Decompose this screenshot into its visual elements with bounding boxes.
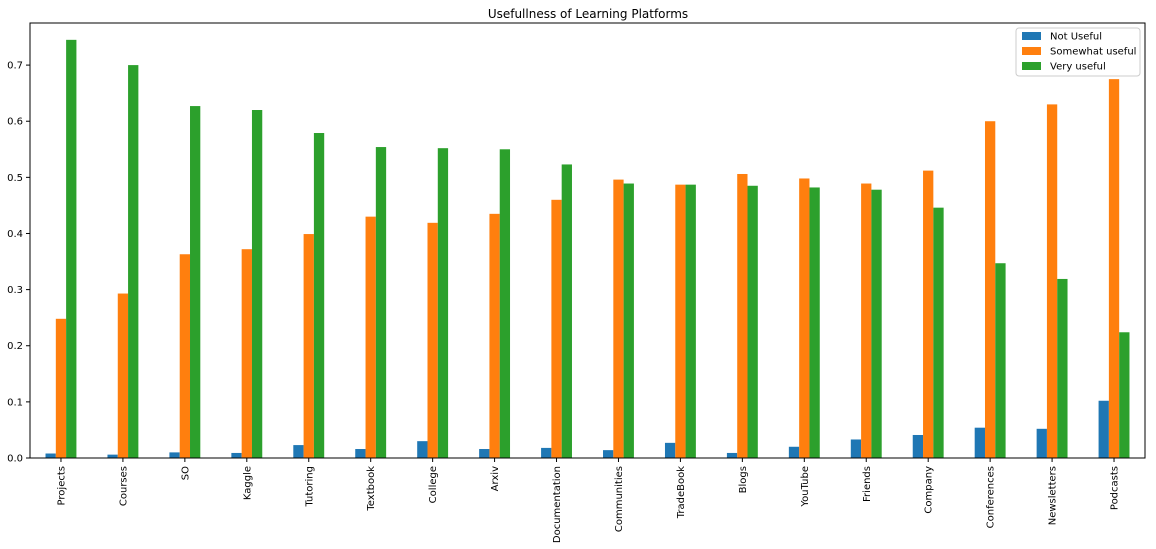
bar-not-useful-documentation — [541, 447, 552, 458]
legend-label: Somewhat useful — [1050, 47, 1136, 58]
bar-very-useful-textbook — [375, 147, 387, 459]
y-tick-label: 0.7 — [7, 61, 23, 72]
bar-very-useful-conferences — [995, 263, 1006, 458]
x-tick-label: Documentation — [552, 466, 563, 543]
bar-very-useful-youtube — [809, 187, 820, 458]
bar-not-useful-communities — [603, 450, 614, 458]
y-tick-label: 0.4 — [7, 229, 23, 240]
bar-very-useful-projects — [66, 39, 77, 459]
bar-somewhat-useful-friends — [861, 183, 872, 458]
bar-not-useful-college — [417, 441, 428, 458]
bar-somewhat-useful-youtube — [799, 178, 810, 459]
x-tick-label: Podcasts — [1110, 466, 1121, 510]
bar-very-useful-podcasts — [1119, 332, 1130, 458]
x-tick-label: Communities — [614, 466, 625, 532]
bar-somewhat-useful-so — [179, 254, 191, 458]
bar-not-useful-friends — [850, 439, 862, 458]
x-axis: Projects Courses SO Kaggle Tutoring Textbook C… — [56, 458, 1121, 543]
bar-not-useful-tradebook — [664, 442, 676, 458]
bar-not-useful-so — [169, 452, 180, 458]
x-tick-label: College — [428, 466, 439, 503]
legend-label: Very useful — [1050, 62, 1106, 73]
bar-somewhat-useful-college — [427, 222, 438, 458]
bar-somewhat-useful-arxiv — [489, 213, 500, 458]
legend-swatch — [1022, 47, 1041, 55]
bar-not-useful-youtube — [788, 446, 800, 458]
plot-frame — [29, 22, 1146, 459]
bar-very-useful-blogs — [747, 185, 758, 458]
bar-somewhat-useful-blogs — [737, 173, 748, 459]
bar-not-useful-tutoring — [293, 445, 304, 458]
bar-very-useful-kaggle — [251, 110, 263, 458]
bar-not-useful-kaggle — [231, 452, 242, 458]
bar-not-useful-projects — [45, 453, 56, 458]
bar-somewhat-useful-communities — [613, 179, 624, 458]
y-tick-label: 0.6 — [7, 117, 23, 128]
y-tick-label: 0.0 — [7, 454, 23, 465]
bar-somewhat-useful-tutoring — [303, 234, 314, 458]
x-tick-label: Company — [924, 466, 935, 514]
chart-title: Usefullness of Learning Platforms — [488, 7, 688, 21]
x-tick-label: Projects — [56, 466, 67, 505]
y-tick-label: 0.5 — [7, 173, 23, 184]
bar-very-useful-newsletters — [1057, 278, 1068, 458]
bar-very-useful-communities — [623, 183, 634, 458]
x-tick-label: SO — [180, 466, 191, 480]
bar-somewhat-useful-projects — [55, 318, 67, 458]
bar-somewhat-useful-tradebook — [675, 184, 686, 458]
x-tick-label: TradeBook — [676, 466, 687, 519]
x-tick-label: Textbook — [366, 466, 377, 512]
bar-very-useful-documentation — [561, 164, 572, 458]
bar-somewhat-useful-courses — [117, 293, 129, 458]
x-tick-label: YouTube — [800, 466, 811, 508]
bar-not-useful-company — [912, 434, 924, 458]
bar-very-useful-tutoring — [313, 133, 325, 458]
bar-somewhat-useful-company — [923, 170, 934, 458]
legend-box — [1015, 27, 1141, 77]
bar-somewhat-useful-textbook — [365, 216, 376, 458]
bar-somewhat-useful-documentation — [551, 199, 562, 458]
bars-layer — [45, 39, 1130, 459]
bar-not-useful-blogs — [726, 452, 738, 458]
bar-somewhat-useful-newsletters — [1046, 104, 1058, 458]
bar-not-useful-courses — [107, 454, 118, 458]
bar-not-useful-conferences — [974, 427, 985, 458]
y-tick-label: 0.2 — [7, 341, 23, 352]
bar-very-useful-courses — [128, 65, 139, 458]
y-axis: 0.0 0.1 0.2 0.3 0.4 0.5 0.6 0.7 — [7, 61, 30, 465]
x-tick-label: Arxiv — [490, 466, 501, 491]
x-tick-label: Conferences — [986, 466, 997, 528]
bar-very-useful-friends — [871, 189, 882, 458]
bar-not-useful-arxiv — [479, 449, 490, 458]
x-tick-label: Kaggle — [242, 466, 253, 500]
bar-not-useful-podcasts — [1098, 400, 1109, 458]
x-tick-label: Courses — [118, 466, 129, 506]
legend-swatch — [1022, 32, 1041, 40]
bar-not-useful-textbook — [355, 449, 366, 458]
bar-very-useful-so — [190, 106, 201, 458]
bar-very-useful-arxiv — [499, 149, 511, 459]
x-tick-label: Newsletters — [1048, 466, 1059, 525]
x-tick-label: Friends — [862, 466, 873, 502]
bar-very-useful-college — [437, 148, 449, 459]
legend-label: Not Useful — [1050, 32, 1102, 43]
x-tick-label: Blogs — [738, 466, 749, 493]
y-tick-label: 0.1 — [7, 397, 23, 408]
legend-swatch — [1022, 62, 1041, 70]
bar-very-useful-company — [933, 207, 944, 458]
y-tick-label: 0.3 — [7, 285, 23, 296]
bar-somewhat-useful-conferences — [984, 121, 996, 458]
legend: Not Useful Somewhat useful Very useful — [1015, 27, 1141, 77]
bar-somewhat-useful-kaggle — [241, 249, 252, 458]
bar-somewhat-useful-podcasts — [1108, 79, 1120, 458]
x-tick-label: Tutoring — [304, 466, 315, 508]
bar-not-useful-newsletters — [1036, 428, 1047, 458]
bar-very-useful-tradebook — [685, 184, 696, 458]
